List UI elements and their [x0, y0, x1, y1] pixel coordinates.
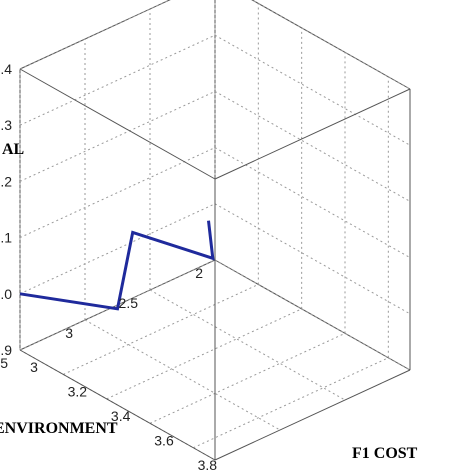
tick-labels: .9 .0 .1 .2 .3 .4 2 2.5 3 3.5 3 3.2 3.4 3.6 3.8 — [0, 61, 217, 473]
y-axis-label: ENVIRONMENT — [0, 420, 118, 437]
z-tick-label: .3 — [0, 117, 12, 133]
series-line — [19, 220, 215, 311]
gridline-x — [106, 308, 302, 400]
y-tick-label: 2 — [195, 265, 203, 281]
gridline-z — [19, 34, 216, 126]
gridline-z — [19, 147, 216, 239]
x-tick-label: 3.6 — [154, 432, 174, 448]
box-edge-front — [19, 68, 216, 180]
gridline-z — [214, 90, 411, 202]
y-tick-label: 3 — [65, 325, 73, 341]
box-edge — [19, 0, 171, 70]
gridline-z — [251, 0, 411, 90]
x-tick-label: 3 — [30, 359, 38, 375]
z-tick-label: .9 — [0, 342, 12, 358]
z-axis-label: AL — [2, 141, 24, 158]
gridline-y — [84, 319, 281, 431]
z-tick-label: .2 — [0, 173, 12, 189]
z-tick-label: .4 — [0, 61, 12, 77]
y-tick-label: 3.5 — [0, 355, 8, 371]
x-tick-label: 3.2 — [68, 383, 88, 399]
x-tick-label: 3.8 — [198, 457, 218, 473]
x-axis-label: F1 COST — [352, 445, 418, 462]
gridline-z — [19, 90, 216, 182]
box-edge-front — [19, 349, 216, 461]
x-tick-label: 3.4 — [111, 408, 131, 424]
box-edge-front — [214, 369, 411, 461]
gridline-x — [193, 357, 389, 449]
series-layer — [19, 220, 215, 311]
z-tick-label: .0 — [0, 286, 12, 302]
gridline-y — [149, 289, 346, 401]
gridline-x — [149, 332, 346, 424]
z-tick-label: .1 — [0, 230, 12, 246]
gridline-x — [63, 283, 259, 375]
gridline-z — [214, 147, 411, 259]
plot-box-front — [19, 68, 411, 461]
y-tick-label: 2.5 — [119, 295, 139, 311]
gridline-z — [19, 0, 171, 70]
gridline-z — [19, 203, 216, 295]
gridline-z — [214, 34, 411, 146]
gridline-z — [19, 259, 216, 351]
gridline-z — [214, 259, 411, 371]
box-edge — [251, 0, 411, 90]
box-edge-front — [214, 88, 411, 180]
gridline-z — [214, 203, 411, 315]
